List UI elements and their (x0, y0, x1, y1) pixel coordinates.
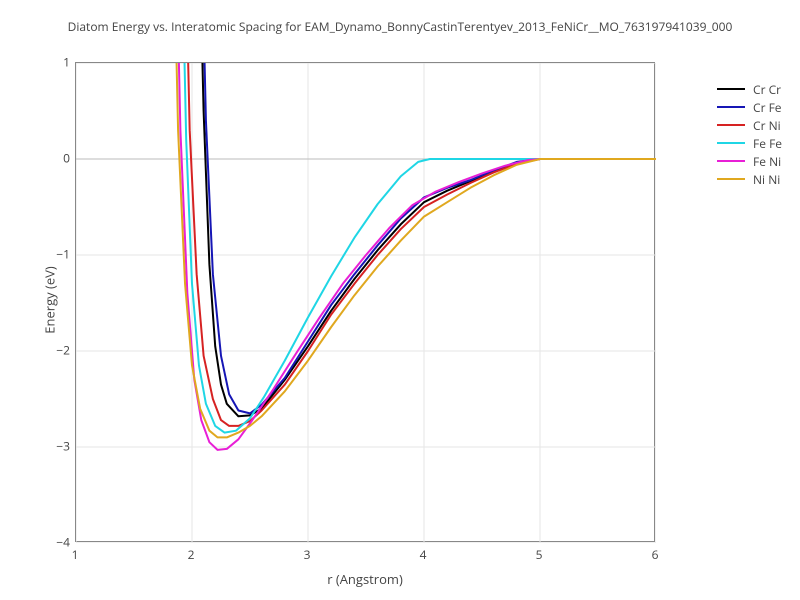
legend-swatch (717, 178, 745, 180)
legend-swatch (717, 142, 745, 144)
legend: Cr CrCr FeCr NiFe FeFe NiNi Ni (717, 80, 782, 188)
y-tick-label: −3 (40, 438, 70, 455)
legend-label: Fe Ni (753, 153, 781, 170)
x-tick-label: 4 (420, 546, 427, 563)
legend-swatch (717, 124, 745, 126)
legend-item[interactable]: Cr Ni (717, 116, 782, 134)
legend-item[interactable]: Ni Ni (717, 170, 782, 188)
legend-item[interactable]: Cr Fe (717, 98, 782, 116)
legend-label: Fe Fe (753, 135, 782, 152)
legend-item[interactable]: Fe Fe (717, 134, 782, 152)
y-tick-label: −4 (40, 534, 70, 551)
x-tick-label: 5 (536, 546, 543, 563)
y-tick-label: 1 (40, 54, 70, 71)
y-tick-label: −1 (40, 246, 70, 263)
y-tick-label: 0 (40, 150, 70, 167)
legend-item[interactable]: Fe Ni (717, 152, 782, 170)
legend-label: Ni Ni (753, 171, 780, 188)
x-tick-label: 6 (652, 546, 659, 563)
plot-svg (76, 63, 656, 543)
legend-label: Cr Ni (753, 117, 781, 134)
legend-item[interactable]: Cr Cr (717, 80, 782, 98)
x-tick-label: 1 (72, 546, 79, 563)
legend-swatch (717, 106, 745, 108)
plot-area (75, 62, 655, 542)
x-tick-label: 2 (188, 546, 195, 563)
legend-label: Cr Fe (753, 99, 782, 116)
y-axis-label: Energy (eV) (41, 266, 59, 333)
y-tick-label: −2 (40, 342, 70, 359)
legend-swatch (717, 160, 745, 162)
legend-label: Cr Cr (753, 81, 781, 98)
x-axis-label: r (Angstrom) (75, 570, 655, 588)
x-tick-label: 3 (304, 546, 311, 563)
legend-swatch (717, 88, 745, 90)
chart-container: Diatom Energy vs. Interatomic Spacing fo… (0, 0, 800, 600)
chart-title: Diatom Energy vs. Interatomic Spacing fo… (0, 18, 800, 35)
